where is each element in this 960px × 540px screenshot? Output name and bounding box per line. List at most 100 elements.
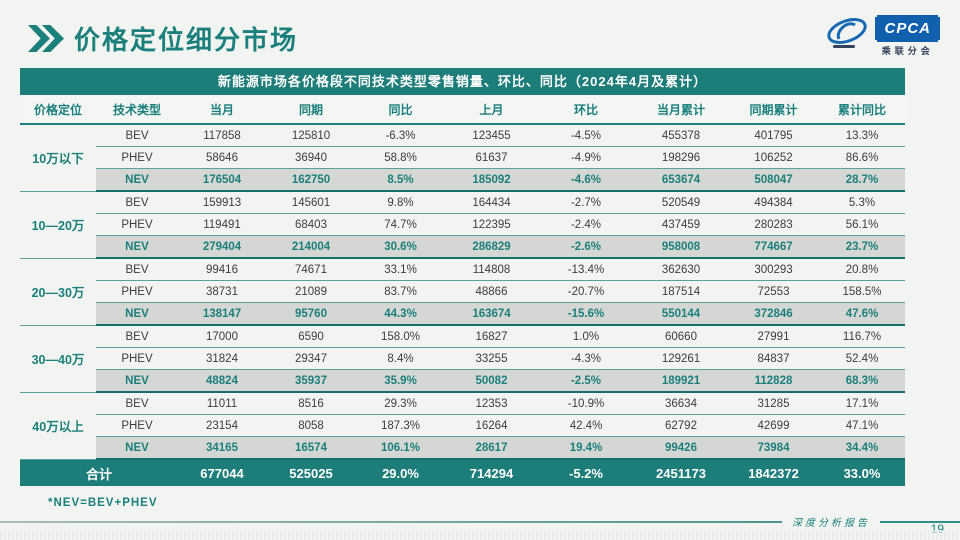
column-header: 环比 <box>538 95 634 125</box>
data-cell: 187514 <box>634 280 728 303</box>
data-cell: 99416 <box>178 258 266 281</box>
cpca-subtitle: 乘联分会 <box>881 45 934 56</box>
data-cell: 437459 <box>634 213 728 236</box>
tech-type-cell: BEV <box>96 258 178 281</box>
table-row: PHEV 58646 36940 58.8% 61637 -4.9% 198296 10625… <box>20 146 905 169</box>
tech-type-cell: PHEV <box>96 280 178 303</box>
data-cell: -2.5% <box>538 369 634 393</box>
data-cell: -4.5% <box>538 124 634 147</box>
data-cell: 8.5% <box>356 168 445 192</box>
data-cell: 73984 <box>728 436 819 460</box>
data-cell: 958008 <box>634 235 728 259</box>
data-cell: 61637 <box>445 146 538 169</box>
data-cell: 38731 <box>178 280 266 303</box>
table-row: PHEV 38731 21089 83.7% 48866 -20.7% 187514 7255… <box>20 280 905 303</box>
data-cell: 52.4% <box>819 347 905 370</box>
tech-type-cell: BEV <box>96 124 178 147</box>
total-row: 合计 677044 525025 29.0% 714294 -5.2% 2451173 184… <box>20 459 905 486</box>
table-row: NEV 279404 214004 30.6% 286829 -2.6% 958008 774… <box>20 235 905 259</box>
data-cell: 20.8% <box>819 258 905 281</box>
table-row: 20—30万 BEV 99416 74671 33.1% 114808 -13.4% 3626… <box>20 258 905 326</box>
total-cell: 29.0% <box>356 459 445 486</box>
data-cell: 29347 <box>266 347 356 370</box>
data-cell: 162750 <box>266 168 356 192</box>
data-cell: 106252 <box>728 146 819 169</box>
data-cell: 28.7% <box>819 168 905 192</box>
table-row: NEV 176504 162750 8.5% 185092 -4.6% 653674 5080… <box>20 168 905 192</box>
data-cell: 95760 <box>266 302 356 326</box>
data-cell: 106.1% <box>356 436 445 460</box>
data-cell: 42699 <box>728 414 819 437</box>
data-cell: 1.0% <box>538 325 634 348</box>
data-cell: 33.1% <box>356 258 445 281</box>
price-segment-label: 20—30万 <box>20 258 96 326</box>
slide-bottom-texture <box>0 530 960 540</box>
data-cell: 300293 <box>728 258 819 281</box>
data-cell: 68403 <box>266 213 356 236</box>
data-cell: 214004 <box>266 235 356 259</box>
price-segment-label: 30—40万 <box>20 325 96 393</box>
column-header: 累计同比 <box>819 95 905 125</box>
total-cell: 525025 <box>266 459 356 486</box>
column-header: 同期 <box>266 95 356 125</box>
table-header-row: 价格定位 技术类型 当月 同期 同比 上月 环比 当月累计 同期累计 累计同比 <box>20 95 905 125</box>
footer-rule: 深度分析报告 <box>0 514 960 529</box>
footer-line <box>0 520 782 523</box>
tech-type-cell: PHEV <box>96 414 178 437</box>
data-cell: 117858 <box>178 124 266 147</box>
data-cell: 11011 <box>178 392 266 415</box>
data-cell: 372846 <box>728 302 819 326</box>
data-cell: 47.1% <box>819 414 905 437</box>
data-cell: 494384 <box>728 191 819 214</box>
data-cell: 189921 <box>634 369 728 393</box>
data-cell: 17000 <box>178 325 266 348</box>
table-row: PHEV 23154 8058 187.3% 16264 42.4% 62792 42699 4… <box>20 414 905 437</box>
data-cell: -4.6% <box>538 168 634 192</box>
data-cell: 455378 <box>634 124 728 147</box>
column-header: 同比 <box>356 95 445 125</box>
data-cell: 29.3% <box>356 392 445 415</box>
column-header: 上月 <box>445 95 538 125</box>
column-header: 价格定位 <box>20 95 96 125</box>
data-cell: 44.3% <box>356 302 445 326</box>
data-cell: 36940 <box>266 146 356 169</box>
data-cell: 187.3% <box>356 414 445 437</box>
footer-line <box>880 520 960 523</box>
data-cell: 74671 <box>266 258 356 281</box>
data-cell: 520549 <box>634 191 728 214</box>
data-cell: 83.7% <box>356 280 445 303</box>
column-header: 同期累计 <box>728 95 819 125</box>
page-title: 价格定位细分市场 <box>74 25 299 55</box>
data-cell: 362630 <box>634 258 728 281</box>
data-cell: 280283 <box>728 213 819 236</box>
data-cell: 145601 <box>266 191 356 214</box>
table-row: PHEV 119491 68403 74.7% 122395 -2.4% 437459 280… <box>20 213 905 236</box>
data-cell: 30.6% <box>356 235 445 259</box>
tech-type-cell: NEV <box>96 302 178 326</box>
table-row: 40万以上 BEV 11011 8516 29.3% 12353 -10.9% 36634 31… <box>20 392 905 460</box>
data-cell: 8058 <box>266 414 356 437</box>
data-cell: 6590 <box>266 325 356 348</box>
tech-type-cell: NEV <box>96 436 178 460</box>
table-row: 30—40万 BEV 17000 6590 158.0% 16827 1.0% 60660 27… <box>20 325 905 393</box>
total-label: 合计 <box>20 459 178 486</box>
data-cell: 35937 <box>266 369 356 393</box>
data-cell: 114808 <box>445 258 538 281</box>
data-cell: 27991 <box>728 325 819 348</box>
tech-type-cell: PHEV <box>96 213 178 236</box>
data-cell: 33255 <box>445 347 538 370</box>
data-cell: -6.3% <box>356 124 445 147</box>
data-cell: 5.3% <box>819 191 905 214</box>
data-cell: 58.8% <box>356 146 445 169</box>
data-cell: 34165 <box>178 436 266 460</box>
data-cell: 164434 <box>445 191 538 214</box>
data-cell: 13.3% <box>819 124 905 147</box>
table-body: 10万以下 BEV 117858 125810 -6.3% 123455 -4.5% 4553… <box>20 124 905 486</box>
data-cell: -2.4% <box>538 213 634 236</box>
total-cell: -5.2% <box>538 459 634 486</box>
total-cell: 677044 <box>178 459 266 486</box>
data-cell: 653674 <box>634 168 728 192</box>
data-cell: -4.3% <box>538 347 634 370</box>
data-cell: 58646 <box>178 146 266 169</box>
table-row: 10—20万 BEV 159913 145601 9.8% 164434 -2.7% 5205… <box>20 191 905 259</box>
